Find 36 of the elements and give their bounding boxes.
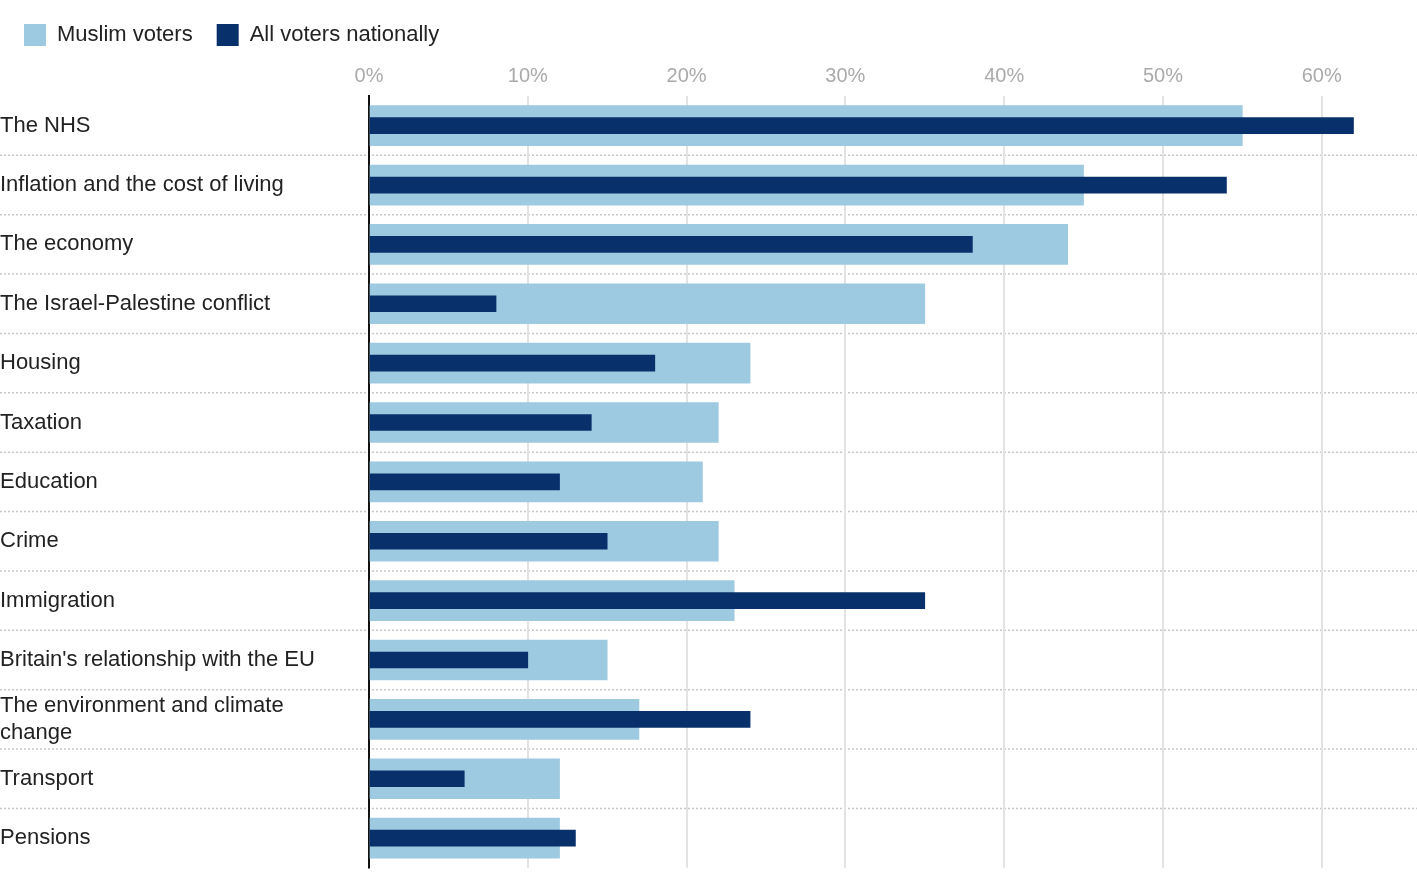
y-tick-label: Housing (0, 349, 81, 375)
bar (369, 295, 497, 313)
x-tick-label: 20% (666, 63, 707, 86)
y-tick-label: Crime (0, 527, 59, 553)
y-tick-label: Inflation and the cost of living (0, 171, 284, 197)
y-tick-label: The NHS (0, 111, 91, 137)
x-tick-label: 60% (1301, 63, 1342, 86)
bar (369, 176, 1227, 194)
bar (369, 283, 926, 325)
y-tick-label: The Israel-Palestine conflict (0, 289, 271, 315)
x-tick-label: 0% (354, 63, 384, 86)
x-tick-label: 30% (825, 63, 866, 86)
bar (369, 354, 656, 372)
bar (369, 117, 1354, 135)
bar (369, 770, 465, 788)
y-tick-label: Taxation (0, 408, 82, 434)
bar (369, 236, 973, 253)
y-tick-label: Pensions (0, 824, 91, 850)
bar (369, 532, 608, 550)
bar (369, 473, 560, 491)
bar (369, 414, 592, 431)
y-tick-label: The environment and climate change (0, 692, 284, 744)
bar (369, 829, 576, 847)
bar (369, 592, 926, 609)
x-tick-label: 50% (1142, 63, 1184, 86)
legend-label: Muslim voters (57, 21, 193, 47)
bar (369, 651, 529, 669)
x-tick-label: 10% (507, 63, 549, 86)
legend-label: All voters nationally (249, 21, 440, 47)
y-tick-label: The economy (0, 230, 134, 256)
x-tick-label: 40% (984, 63, 1025, 86)
y-tick-label: Transport (0, 764, 94, 790)
y-tick-label: Immigration (0, 586, 115, 612)
y-tick-label: Education (0, 467, 98, 493)
y-tick-label: Britain's relationship with the EU (0, 646, 315, 672)
bar (369, 711, 751, 728)
